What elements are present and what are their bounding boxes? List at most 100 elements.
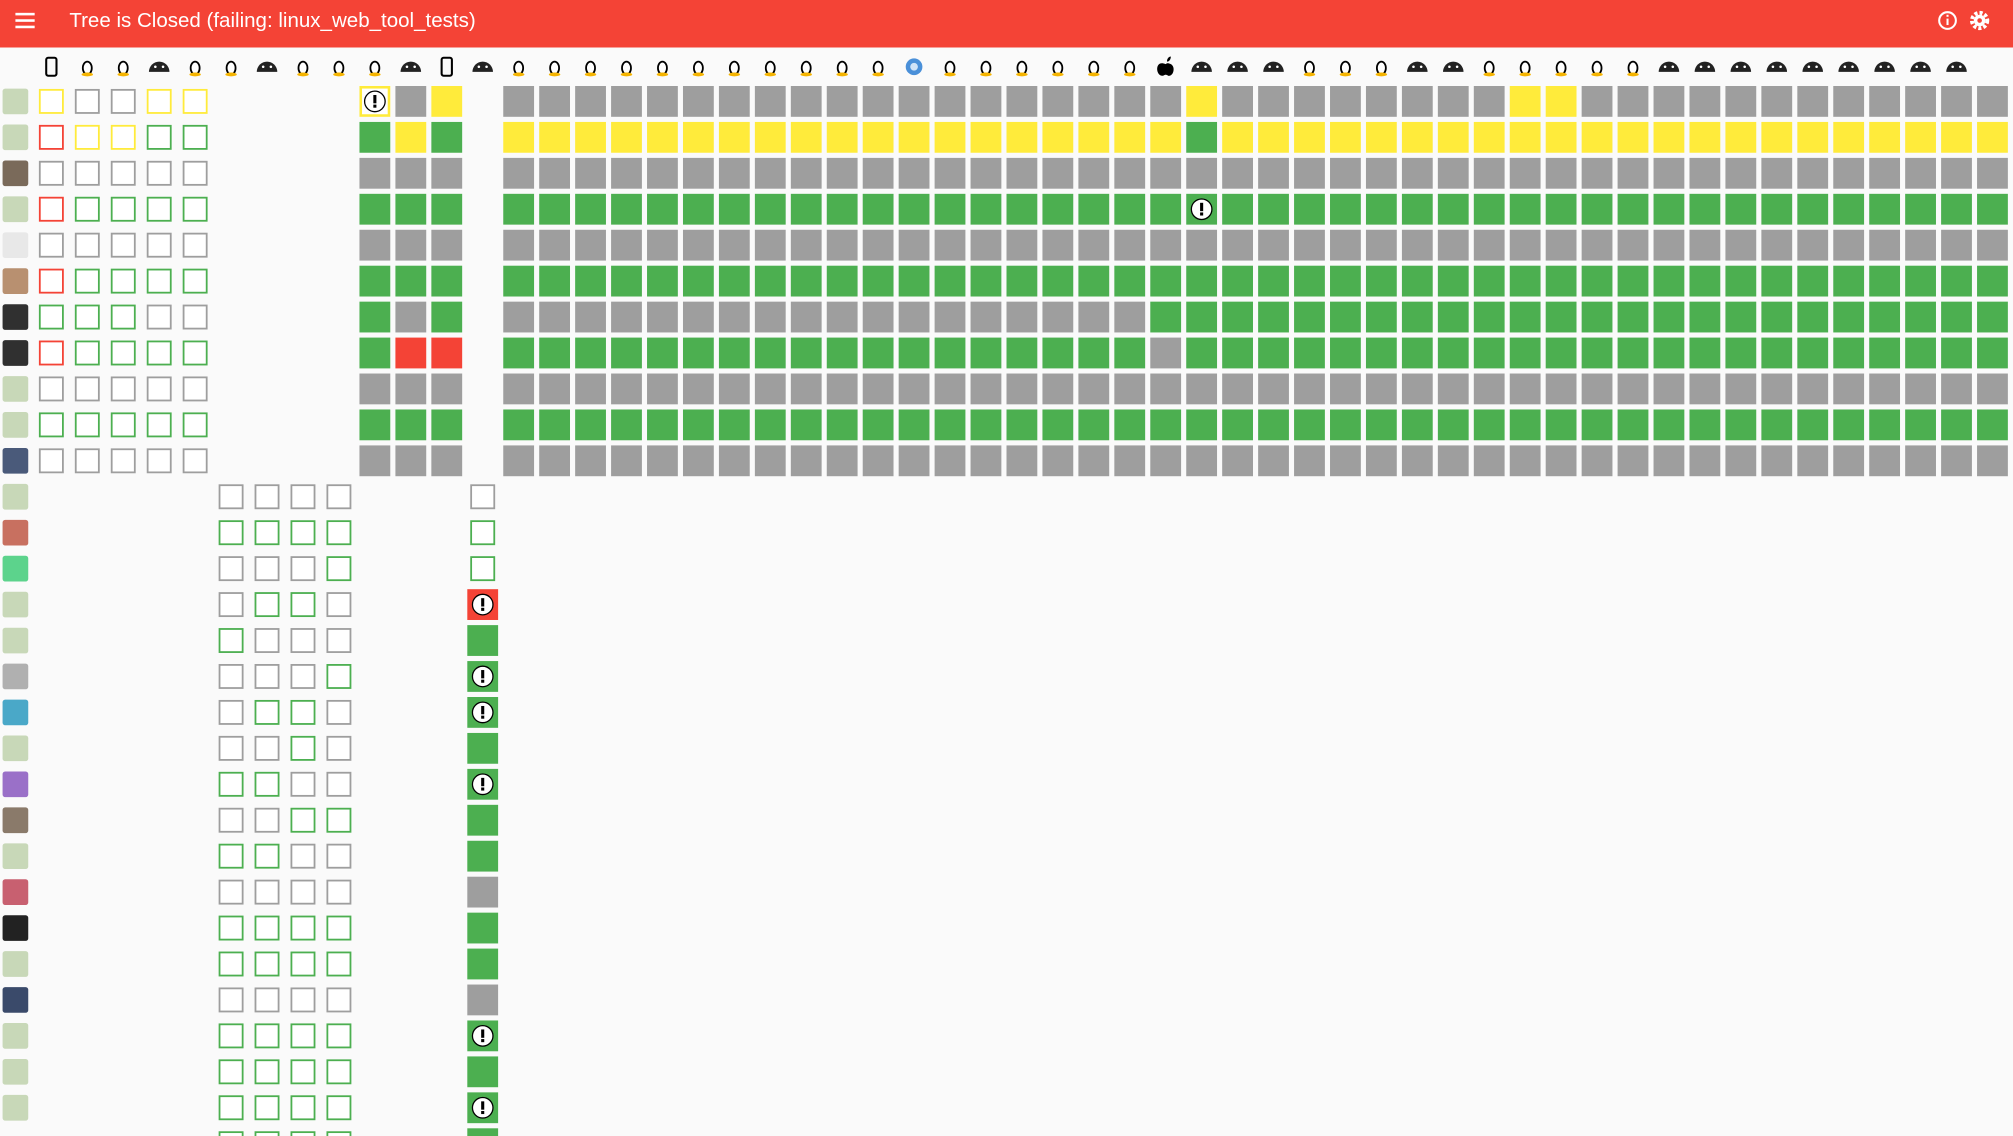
- task-cell[interactable]: [647, 409, 678, 441]
- task-cell[interactable]: [1797, 265, 1829, 297]
- task-cell[interactable]: [862, 157, 894, 189]
- task-cell[interactable]: [1078, 157, 1110, 189]
- task-cell[interactable]: [1509, 301, 1541, 333]
- task-outline[interactable]: [254, 484, 280, 510]
- task-cell[interactable]: [1689, 193, 1721, 225]
- task-cell[interactable]: [359, 409, 391, 441]
- task-cell[interactable]: [1473, 193, 1505, 225]
- task-outline[interactable]: [182, 196, 208, 222]
- task-cell[interactable]: [1078, 301, 1110, 333]
- task-cell[interactable]: [718, 445, 750, 477]
- task-cell[interactable]: [1114, 229, 1146, 261]
- task-outline[interactable]: [326, 699, 352, 725]
- task-cell[interactable]: [1258, 337, 1289, 369]
- task-outline[interactable]: [290, 771, 316, 797]
- task-cell[interactable]: [1258, 157, 1289, 189]
- task-outline[interactable]: [146, 448, 172, 474]
- task-cell[interactable]: [1653, 265, 1685, 297]
- task-cell[interactable]: [1545, 337, 1577, 369]
- task-cell[interactable]: [431, 409, 463, 441]
- task-outline[interactable]: [326, 592, 352, 618]
- task-cell[interactable]: [1437, 373, 1469, 405]
- task-cell[interactable]: [1078, 193, 1110, 225]
- task-cell[interactable]: [754, 265, 786, 297]
- task-cell[interactable]: [1509, 445, 1541, 477]
- task-outline[interactable]: [254, 628, 280, 653]
- task-cell[interactable]: [575, 301, 606, 333]
- task-cell[interactable]: [1186, 121, 1218, 153]
- task-cell[interactable]: [934, 157, 966, 189]
- task-outline[interactable]: [74, 376, 100, 402]
- task-cell[interactable]: [1725, 409, 1757, 441]
- task-cell[interactable]: [898, 265, 930, 297]
- task-cell[interactable]: [575, 337, 606, 369]
- task-cell[interactable]: [754, 445, 786, 477]
- task-outline[interactable]: [38, 412, 64, 438]
- task-cell[interactable]: [467, 1128, 499, 1136]
- task-cell[interactable]: [862, 301, 894, 333]
- task-cell[interactable]: [503, 193, 535, 225]
- task-cell[interactable]: [1581, 86, 1613, 117]
- task-cell[interactable]: [1977, 373, 2008, 405]
- task-cell[interactable]: [790, 121, 822, 153]
- task-cell[interactable]: [1042, 373, 1074, 405]
- task-cell[interactable]: [1401, 301, 1433, 333]
- task-cell[interactable]: [1186, 265, 1218, 297]
- task-cell[interactable]: [682, 86, 714, 117]
- task-cell[interactable]: [1006, 409, 1038, 441]
- task-cell[interactable]: [503, 157, 535, 189]
- task-outline[interactable]: [218, 735, 244, 761]
- task-cell[interactable]: [467, 840, 499, 872]
- task-outline[interactable]: [290, 664, 316, 689]
- task-outline[interactable]: [146, 88, 172, 114]
- task-cell[interactable]: [1977, 121, 2008, 153]
- task-cell[interactable]: [1905, 265, 1936, 297]
- task-cell[interactable]: [539, 229, 571, 261]
- task-cell[interactable]: [1689, 86, 1721, 117]
- task-outline[interactable]: [110, 160, 136, 186]
- task-cell[interactable]: [682, 337, 714, 369]
- task-cell[interactable]: [1941, 157, 1972, 189]
- task-cell[interactable]: [359, 265, 391, 297]
- task-cell[interactable]: [431, 193, 463, 225]
- task-outline[interactable]: [110, 340, 136, 366]
- task-cell[interactable]: [1150, 157, 1182, 189]
- task-cell[interactable]: [1042, 121, 1074, 153]
- task-cell[interactable]: [1365, 301, 1397, 333]
- task-cell[interactable]: [1905, 229, 1936, 261]
- task-cell[interactable]: [1941, 86, 1972, 117]
- task-outline[interactable]: [74, 124, 100, 150]
- task-cell[interactable]: [934, 409, 966, 441]
- task-cell[interactable]: [1006, 337, 1038, 369]
- task-cell[interactable]: [1905, 409, 1936, 441]
- task-cell[interactable]: [1977, 301, 2008, 333]
- task-cell[interactable]: [1869, 337, 1901, 369]
- task-cell[interactable]: [790, 229, 822, 261]
- task-cell[interactable]: [431, 445, 463, 477]
- task-cell[interactable]: [1365, 409, 1397, 441]
- task-cell[interactable]: [1078, 337, 1110, 369]
- task-cell[interactable]: [1186, 229, 1218, 261]
- task-cell[interactable]: [1401, 121, 1433, 153]
- task-cell[interactable]: [1833, 121, 1865, 153]
- task-cell[interactable]: [934, 337, 966, 369]
- task-cell[interactable]: [1869, 229, 1901, 261]
- task-cell[interactable]: [647, 337, 678, 369]
- task-outline[interactable]: [146, 160, 172, 186]
- task-outline[interactable]: [146, 376, 172, 402]
- task-cell[interactable]: [754, 121, 786, 153]
- task-cell[interactable]: [790, 445, 822, 477]
- task-cell[interactable]: [826, 265, 858, 297]
- task-cell[interactable]: [647, 157, 678, 189]
- task-cell[interactable]: [1761, 193, 1793, 225]
- task-outline[interactable]: [326, 628, 352, 653]
- task-cell[interactable]: [1581, 301, 1613, 333]
- task-cell[interactable]: [395, 86, 427, 117]
- task-cell[interactable]: [970, 121, 1002, 153]
- task-outline[interactable]: [218, 843, 244, 869]
- task-cell[interactable]: [503, 373, 535, 405]
- task-cell[interactable]: [431, 373, 463, 405]
- task-cell[interactable]: [1869, 373, 1901, 405]
- task-cell[interactable]: [1186, 301, 1218, 333]
- task-cell[interactable]: [1869, 86, 1901, 117]
